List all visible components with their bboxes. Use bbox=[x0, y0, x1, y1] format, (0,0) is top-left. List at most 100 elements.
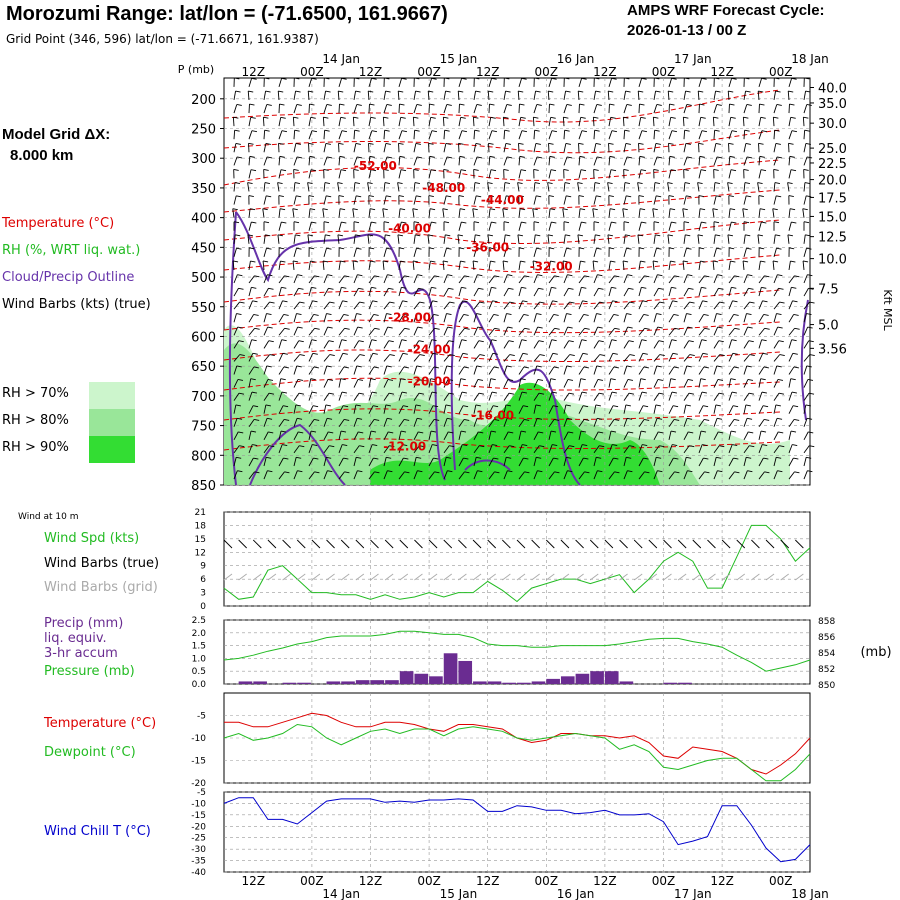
wind-barb-feather bbox=[478, 431, 484, 434]
wind-barb bbox=[713, 470, 718, 480]
wind-barb bbox=[668, 169, 672, 179]
wind-barb bbox=[308, 405, 314, 414]
wind-barb-feather bbox=[700, 169, 707, 172]
wind-barb-feather bbox=[554, 471, 560, 474]
wind-barb-feather bbox=[625, 90, 631, 93]
wind-barb-feather bbox=[372, 352, 378, 355]
wind-barb bbox=[473, 404, 477, 414]
wind-barb-feather bbox=[298, 431, 304, 434]
wind-barb-feather bbox=[716, 365, 722, 368]
wind-barb bbox=[683, 104, 688, 114]
wind-barb bbox=[773, 354, 781, 362]
wind-barb-feather bbox=[539, 445, 545, 448]
wind-barb-feather bbox=[730, 430, 737, 433]
wind-barb-feather bbox=[762, 300, 768, 303]
wind-barb bbox=[743, 379, 749, 388]
wind-barb-feather bbox=[639, 155, 645, 158]
wind-barb-feather bbox=[429, 247, 435, 250]
wind-barb bbox=[563, 182, 566, 192]
wind-barb bbox=[623, 248, 627, 257]
wind-barb-feather bbox=[507, 470, 513, 473]
wind-barb bbox=[773, 379, 779, 388]
wind-barb bbox=[758, 405, 764, 414]
wind-barb-feather bbox=[249, 247, 255, 250]
wind-barb bbox=[652, 208, 655, 218]
wind-barb-grid bbox=[443, 573, 453, 581]
wind-barb bbox=[623, 313, 627, 323]
wind-barb-feather bbox=[594, 182, 601, 184]
wind-barb bbox=[653, 326, 659, 336]
wind-barb-feather bbox=[758, 142, 764, 145]
wind-barb-feather bbox=[746, 247, 752, 250]
wind-barb bbox=[533, 91, 537, 101]
wind-barb-feather bbox=[434, 418, 440, 421]
wind-barb bbox=[473, 445, 480, 454]
wind-barb bbox=[638, 353, 644, 362]
wind-barb-feather bbox=[671, 339, 677, 342]
wind-barb bbox=[788, 156, 791, 166]
wind-barb-feather bbox=[674, 418, 680, 421]
wind-barb-feather bbox=[249, 155, 255, 158]
wind-barb-feather bbox=[641, 391, 648, 394]
wind-barb-feather bbox=[233, 221, 240, 224]
wind-barb-feather bbox=[266, 195, 272, 198]
wind-barb-feather bbox=[579, 247, 585, 250]
wind-barb-feather bbox=[442, 208, 448, 211]
wind-barb-feather bbox=[369, 103, 375, 106]
wind-barb bbox=[563, 143, 567, 153]
wind-barb-feather bbox=[413, 168, 419, 171]
wind-barb-feather bbox=[338, 142, 344, 145]
wind-barb bbox=[488, 117, 492, 127]
wind-barb-true bbox=[238, 539, 247, 549]
pressure-tick-label: 300 bbox=[191, 152, 216, 167]
wind-barb bbox=[503, 457, 507, 467]
wind-barb bbox=[293, 274, 298, 284]
wind-barb-feather bbox=[794, 275, 800, 278]
wind-barb-feather bbox=[568, 287, 574, 290]
legend-rh80-swatch bbox=[89, 409, 135, 436]
wind-barb-feather bbox=[459, 103, 465, 106]
wind-barb bbox=[398, 130, 403, 140]
wind-barb bbox=[428, 405, 434, 414]
wind-barb-feather bbox=[534, 77, 540, 80]
wind-barb-feather bbox=[568, 392, 575, 395]
wind-barb bbox=[518, 430, 522, 440]
wind-barb-feather bbox=[608, 195, 614, 197]
wind-barb bbox=[383, 130, 386, 140]
wind-barb bbox=[383, 313, 387, 323]
wind-barb-feather bbox=[748, 431, 754, 434]
wind-barb-feather bbox=[359, 445, 365, 448]
wind-barb-feather bbox=[279, 155, 285, 158]
wind-barb-feather bbox=[478, 340, 484, 343]
wind-barb-feather bbox=[553, 314, 559, 316]
wind-barb-feather bbox=[658, 431, 664, 434]
wind-barb bbox=[773, 470, 778, 480]
wind-barb bbox=[743, 418, 748, 427]
wind-barb bbox=[308, 169, 312, 179]
wind-barb-feather bbox=[313, 457, 319, 460]
wind-barb-feather bbox=[792, 405, 799, 408]
wind-barb bbox=[532, 117, 535, 127]
wind-barb-feather bbox=[431, 77, 437, 80]
wind-barb-feather bbox=[599, 445, 605, 448]
wind-barb-feather bbox=[428, 142, 434, 145]
wind-barb-feather bbox=[281, 221, 287, 224]
wind-barb bbox=[398, 366, 405, 375]
wind-barb-feather bbox=[387, 326, 393, 329]
wind-barb-feather bbox=[809, 445, 815, 448]
wind-barb bbox=[638, 457, 644, 467]
wind-barb bbox=[683, 354, 691, 362]
wind-barb bbox=[788, 419, 795, 428]
wind-barb-feather bbox=[382, 208, 388, 211]
wind-barb-feather bbox=[251, 221, 257, 224]
wind-barb-feather bbox=[430, 208, 436, 211]
wind-barb-true bbox=[414, 539, 423, 549]
wind-barb bbox=[428, 260, 431, 270]
wind-barb-feather bbox=[432, 352, 438, 355]
wind-barb-feather bbox=[521, 391, 528, 394]
wind-barb bbox=[638, 287, 642, 297]
wind-barb-true bbox=[443, 539, 453, 549]
wind-barb bbox=[353, 340, 360, 349]
wind-barb-grid bbox=[516, 573, 526, 581]
wind-barb bbox=[713, 234, 716, 244]
